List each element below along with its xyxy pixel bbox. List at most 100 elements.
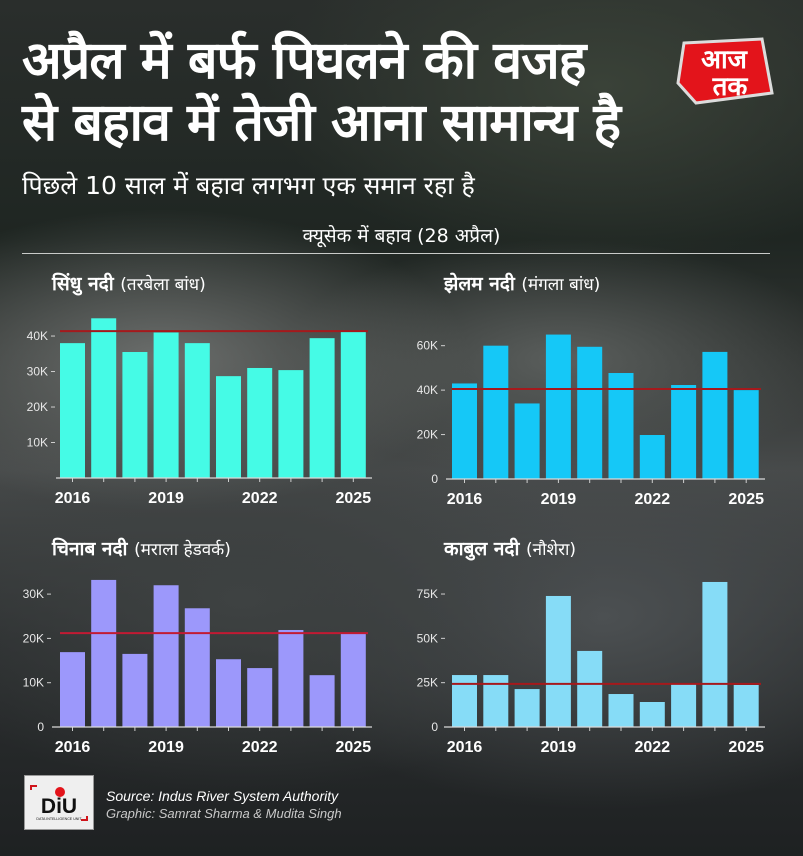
unit-label: क्यूसेक में बहाव (28 अप्रैल) [302, 225, 501, 247]
diu-logo: DiU DATA INTELLIGENCE UNIT [24, 775, 94, 830]
bar-2020 [577, 650, 603, 727]
bar-2017 [91, 579, 117, 727]
bar-2025 [733, 390, 759, 479]
chart-title-kabul: काबुल नदी (नौशेरा) [444, 535, 576, 561]
bar-2022 [247, 367, 273, 478]
bar-2022 [639, 702, 665, 727]
x-tick-label: 2016 [447, 491, 483, 508]
bar-2016 [60, 343, 85, 478]
bar-2023 [278, 370, 304, 478]
x-tick-label: 2019 [148, 739, 184, 756]
headline-line-1: अप्रैल में बर्फ पिघलने की वजह [22, 31, 586, 91]
y-tick-label: 30K [23, 587, 44, 601]
bar-2021 [216, 659, 241, 727]
aajtak-logo: आज तक [672, 35, 774, 107]
bar-2024 [702, 581, 728, 727]
bar-2019 [153, 332, 179, 478]
bar-2025 [340, 331, 366, 478]
bar-2020 [577, 346, 603, 479]
bar-2018 [514, 689, 540, 727]
chart-title-jhelum: झेलम नदी (मंगला बांध) [444, 270, 600, 296]
x-tick-label: 2016 [55, 490, 91, 507]
bar-2020 [184, 608, 210, 727]
y-tick-label: 20K [27, 400, 48, 414]
bar-2025 [733, 684, 759, 727]
bar-2021 [608, 373, 634, 479]
bar-2019 [153, 585, 179, 727]
chart-title-chenab: चिनाब नदी (मराला हेडवर्क) [52, 535, 231, 561]
headline-line-2: से बहाव में तेजी आना सामान्य है [22, 93, 621, 153]
source-text: Source: Indus River System Authority [106, 788, 339, 804]
diu-logo-subtext: DATA INTELLIGENCE UNIT [36, 817, 82, 821]
y-tick-label: 0 [37, 720, 44, 734]
bar-2022 [639, 435, 665, 479]
bar-2021 [216, 376, 241, 478]
graphic-credit: Graphic: Samrat Sharma & Mudita Singh [106, 806, 342, 821]
y-tick-label: 30K [27, 365, 48, 379]
bar-2019 [545, 334, 571, 479]
x-tick-label: 2022 [242, 490, 278, 507]
y-tick-label: 25K [417, 676, 438, 690]
x-tick-label: 2025 [728, 739, 764, 756]
bar-2017 [483, 345, 509, 479]
diu-logo-icon: DiU DATA INTELLIGENCE UNIT [30, 785, 88, 821]
bar-2018 [122, 653, 148, 727]
y-tick-label: 10K [23, 676, 44, 690]
headline: अप्रैल में बर्फ पिघलने की वजह से बहाव मे… [22, 30, 621, 154]
x-tick-label: 2016 [447, 739, 483, 756]
y-tick-label: 40K [417, 383, 438, 397]
subtitle: पिछले 10 साल में बहाव लगभग एक समान रहा ह… [22, 171, 475, 200]
y-tick-label: 75K [417, 587, 438, 601]
bar-2016 [452, 675, 477, 727]
x-tick-label: 2022 [635, 739, 671, 756]
chart-title-indus: सिंधु नदी (तरबेला बांध) [52, 270, 206, 296]
logo-line-2: तक [712, 72, 749, 102]
chart-title-sub: (मराला हेडवर्क) [134, 540, 231, 560]
y-tick-label: 0 [431, 720, 438, 734]
y-tick-label: 20K [417, 428, 438, 442]
x-tick-label: 2025 [336, 739, 372, 756]
chart-title-main: सिंधु नदी [52, 273, 114, 295]
bar-2018 [514, 403, 540, 479]
chart-title-sub: (मंगला बांध) [521, 275, 601, 295]
bar-2023 [671, 385, 697, 479]
bar-2023 [278, 629, 304, 727]
header-divider [22, 253, 770, 254]
y-tick-label: 0 [431, 472, 438, 486]
bar-2016 [60, 652, 85, 727]
aajtak-logo-icon: आज तक [676, 37, 774, 105]
bar-2019 [545, 595, 571, 727]
bar-2017 [91, 318, 117, 478]
bar-2017 [483, 675, 509, 727]
x-tick-label: 2019 [148, 490, 184, 507]
x-tick-label: 2025 [336, 490, 372, 507]
x-tick-label: 2016 [55, 739, 91, 756]
bar-2024 [309, 338, 335, 478]
x-tick-label: 2019 [541, 491, 577, 508]
bar-2025 [340, 633, 366, 727]
bar-2020 [184, 343, 210, 478]
chart-title-main: काबुल नदी [444, 538, 520, 560]
chart-title-sub: (तरबेला बांध) [120, 275, 206, 295]
logo-line-1: आज [701, 45, 749, 75]
y-tick-label: 60K [417, 339, 438, 353]
y-tick-label: 40K [27, 329, 48, 343]
bar-2024 [702, 351, 728, 479]
bar-2018 [122, 352, 148, 478]
y-tick-label: 50K [417, 631, 438, 645]
bar-2024 [309, 675, 335, 727]
bar-2021 [608, 694, 634, 727]
chart-title-sub: (नौशेरा) [526, 540, 577, 560]
bar-2022 [247, 668, 273, 727]
diu-logo-text: DiU [41, 795, 77, 818]
x-tick-label: 2025 [728, 491, 764, 508]
x-tick-label: 2022 [242, 739, 278, 756]
chart-title-main: झेलम नदी [444, 273, 515, 295]
bar-2016 [452, 383, 477, 479]
footer-credits: Source: Indus River System Authority Gra… [106, 788, 342, 822]
y-tick-label: 10K [27, 436, 48, 450]
x-tick-label: 2022 [635, 491, 671, 508]
bar-2023 [671, 683, 697, 727]
y-tick-label: 20K [23, 631, 44, 645]
